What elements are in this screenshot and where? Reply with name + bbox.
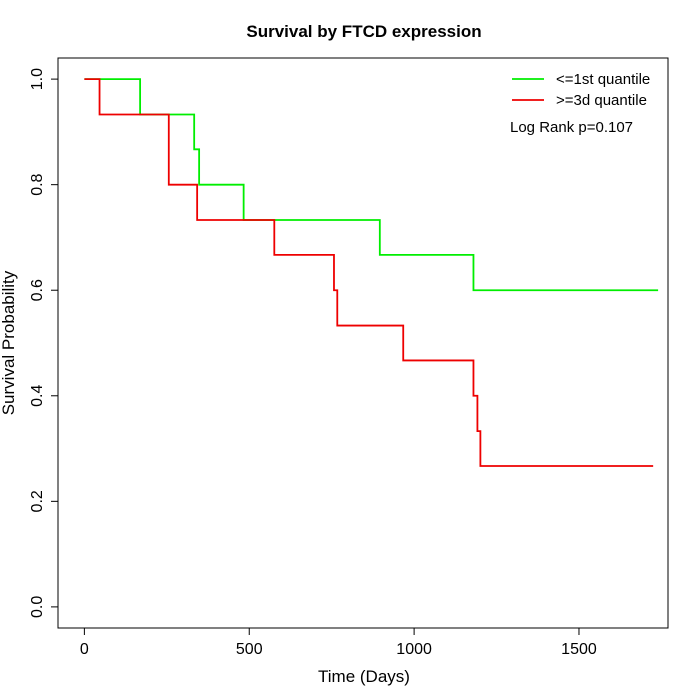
legend-label: <=1st quantile bbox=[556, 71, 650, 88]
survival-curves bbox=[84, 78, 659, 467]
x-tick-label: 1500 bbox=[561, 641, 597, 658]
y-tick-label: 0.6 bbox=[29, 279, 46, 301]
y-axis: 0.0 0.2 0.4 0.6 0.8 1.0 bbox=[29, 68, 59, 618]
survival-curve-2 bbox=[84, 78, 654, 467]
y-tick-label: 0.2 bbox=[29, 490, 46, 512]
x-tick-label: 0 bbox=[80, 641, 89, 658]
legend-label: >=3d quantile bbox=[556, 92, 647, 109]
log-rank-annotation: Log Rank p=0.107 bbox=[510, 119, 633, 136]
x-axis-label: Time (Days) bbox=[318, 667, 410, 686]
chart-title: Survival by FTCD expression bbox=[246, 22, 481, 41]
plot-frame bbox=[57, 57, 669, 629]
y-tick-label: 1.0 bbox=[29, 68, 46, 90]
legend: <=1st quantile >=3d quantile bbox=[512, 71, 650, 109]
x-tick-label: 1000 bbox=[396, 641, 432, 658]
y-tick-label: 0.8 bbox=[29, 173, 46, 195]
x-axis: 0 500 1000 1500 bbox=[80, 627, 597, 658]
x-tick-label: 500 bbox=[236, 641, 263, 658]
y-tick-label: 0.4 bbox=[29, 385, 46, 407]
y-axis-label: Survival Probability bbox=[0, 270, 18, 415]
y-tick-label: 0.0 bbox=[29, 596, 46, 618]
